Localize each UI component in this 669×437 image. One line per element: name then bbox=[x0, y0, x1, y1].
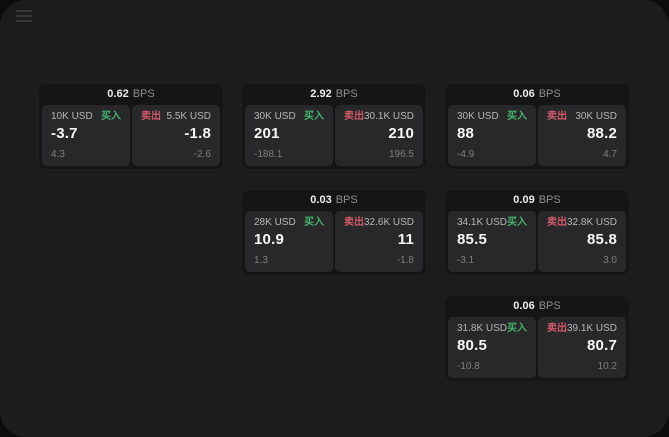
menu-bar bbox=[16, 15, 32, 17]
sell-side-label: 卖出 bbox=[547, 217, 567, 228]
bps-unit-label: BPS bbox=[335, 88, 358, 100]
buy-amount: 28K USD bbox=[254, 217, 296, 228]
menu-bar bbox=[16, 10, 32, 12]
card-header: 0.03 BPS bbox=[242, 190, 426, 211]
menu-bar bbox=[16, 20, 32, 22]
quote-card: 0.62 BPS 10K USD 买入 -3.7 4.3 卖出 5.5K USD… bbox=[38, 83, 224, 170]
sell-delta: 3.0 bbox=[603, 255, 617, 266]
buy-panel[interactable]: 30K USD 买入 88 -4.9 bbox=[448, 105, 536, 166]
buy-price: 80.5 bbox=[457, 337, 487, 354]
quote-panels: 34.1K USD 买入 85.5 -3.1 卖出 32.8K USD 85.8… bbox=[445, 211, 629, 275]
buy-price: -3.7 bbox=[51, 125, 78, 142]
sell-delta: -1.8 bbox=[396, 255, 414, 266]
card-header: 2.92 BPS bbox=[242, 84, 426, 105]
card-header: 0.06 BPS bbox=[445, 84, 629, 105]
buy-amount: 34.1K USD bbox=[457, 217, 508, 228]
buy-side-label: 买入 bbox=[507, 111, 527, 122]
sell-panel[interactable]: 卖出 32.6K USD 11 -1.8 bbox=[335, 211, 423, 272]
sell-delta: 10.2 bbox=[597, 361, 617, 372]
sell-amount: 32.6K USD bbox=[364, 217, 415, 228]
sell-price: 210 bbox=[388, 125, 414, 142]
sell-price: -1.8 bbox=[184, 125, 211, 142]
buy-side-label: 买入 bbox=[101, 111, 121, 122]
bps-unit-label: BPS bbox=[538, 300, 561, 312]
sell-delta: -2.6 bbox=[193, 149, 211, 160]
buy-price: 85.5 bbox=[457, 231, 487, 248]
quote-panels: 30K USD 买入 88 -4.9 卖出 30K USD 88.2 4.7 bbox=[445, 105, 629, 169]
buy-price: 201 bbox=[254, 125, 280, 142]
buy-panel[interactable]: 31.8K USD 买入 80.5 -10.8 bbox=[448, 317, 536, 378]
quote-card: 0.06 BPS 31.8K USD 买入 80.5 -10.8 卖出 39.1… bbox=[444, 295, 630, 382]
buy-delta: -188.1 bbox=[254, 149, 283, 160]
sell-price: 11 bbox=[397, 231, 414, 248]
sell-amount: 39.1K USD bbox=[567, 323, 618, 334]
quote-card: 0.09 BPS 34.1K USD 买入 85.5 -3.1 卖出 32.8K… bbox=[444, 189, 630, 276]
buy-panel[interactable]: 34.1K USD 买入 85.5 -3.1 bbox=[448, 211, 536, 272]
bps-value: 0.06 bbox=[513, 300, 535, 312]
bps-unit-label: BPS bbox=[538, 88, 561, 100]
sell-amount: 32.8K USD bbox=[567, 217, 618, 228]
sell-panel[interactable]: 卖出 39.1K USD 80.7 10.2 bbox=[538, 317, 626, 378]
buy-amount: 30K USD bbox=[457, 111, 499, 122]
sell-amount: 5.5K USD bbox=[166, 111, 211, 122]
sell-amount: 30.1K USD bbox=[364, 111, 415, 122]
buy-side-label: 买入 bbox=[507, 323, 528, 334]
buy-delta: 1.3 bbox=[254, 255, 268, 266]
card-header: 0.09 BPS bbox=[445, 190, 629, 211]
buy-amount: 30K USD bbox=[254, 111, 296, 122]
sell-delta: 4.7 bbox=[603, 149, 617, 160]
bps-value: 0.09 bbox=[513, 194, 535, 206]
buy-panel[interactable]: 30K USD 买入 201 -188.1 bbox=[245, 105, 333, 166]
bps-unit-label: BPS bbox=[132, 88, 155, 100]
bps-value: 2.92 bbox=[310, 88, 332, 100]
sell-side-label: 卖出 bbox=[344, 217, 364, 228]
card-header: 0.62 BPS bbox=[39, 84, 223, 105]
buy-side-label: 买入 bbox=[304, 111, 324, 122]
buy-price: 88 bbox=[457, 125, 475, 142]
sell-side-label: 卖出 bbox=[141, 111, 161, 122]
sell-price: 85.8 bbox=[587, 231, 617, 248]
quote-card: 0.06 BPS 30K USD 买入 88 -4.9 卖出 30K USD 8… bbox=[444, 83, 630, 170]
sell-panel[interactable]: 卖出 30.1K USD 210 196.5 bbox=[335, 105, 423, 166]
sell-amount: 30K USD bbox=[575, 111, 617, 122]
buy-price: 10.9 bbox=[254, 231, 284, 248]
quote-panels: 31.8K USD 买入 80.5 -10.8 卖出 39.1K USD 80.… bbox=[445, 317, 629, 381]
buy-delta: -4.9 bbox=[457, 149, 475, 160]
buy-delta: -3.1 bbox=[457, 255, 475, 266]
card-header: 0.06 BPS bbox=[445, 296, 629, 317]
buy-panel[interactable]: 28K USD 买入 10.9 1.3 bbox=[245, 211, 333, 272]
buy-panel[interactable]: 10K USD 买入 -3.7 4.3 bbox=[42, 105, 130, 166]
bps-value: 0.06 bbox=[513, 88, 535, 100]
quote-card: 0.03 BPS 28K USD 买入 10.9 1.3 卖出 32.6K US… bbox=[241, 189, 427, 276]
bps-unit-label: BPS bbox=[538, 194, 561, 206]
quote-panels: 30K USD 买入 201 -188.1 卖出 30.1K USD 210 1… bbox=[242, 105, 426, 169]
bps-value: 0.03 bbox=[310, 194, 332, 206]
buy-amount: 10K USD bbox=[51, 111, 93, 122]
quote-panels: 10K USD 买入 -3.7 4.3 卖出 5.5K USD -1.8 -2.… bbox=[39, 105, 223, 169]
sell-panel[interactable]: 卖出 5.5K USD -1.8 -2.6 bbox=[132, 105, 220, 166]
quote-card: 2.92 BPS 30K USD 买入 201 -188.1 卖出 30.1K … bbox=[241, 83, 427, 170]
buy-delta: -10.8 bbox=[457, 361, 480, 372]
sell-side-label: 卖出 bbox=[547, 111, 567, 122]
bps-value: 0.62 bbox=[107, 88, 129, 100]
buy-side-label: 买入 bbox=[304, 217, 324, 228]
buy-side-label: 买入 bbox=[507, 217, 528, 228]
sell-side-label: 卖出 bbox=[547, 323, 567, 334]
buy-amount: 31.8K USD bbox=[457, 323, 508, 334]
sell-panel[interactable]: 卖出 30K USD 88.2 4.7 bbox=[538, 105, 626, 166]
buy-delta: 4.3 bbox=[51, 149, 65, 160]
sell-delta: 196.5 bbox=[388, 149, 414, 160]
sell-panel[interactable]: 卖出 32.8K USD 85.8 3.0 bbox=[538, 211, 626, 272]
sell-price: 88.2 bbox=[587, 125, 617, 142]
quote-panels: 28K USD 买入 10.9 1.3 卖出 32.6K USD 11 -1.8 bbox=[242, 211, 426, 275]
bps-unit-label: BPS bbox=[335, 194, 358, 206]
sell-side-label: 卖出 bbox=[344, 111, 364, 122]
hamburger-menu-icon[interactable] bbox=[16, 10, 32, 22]
quote-cards-grid: 0.62 BPS 10K USD 买入 -3.7 4.3 卖出 5.5K USD… bbox=[38, 83, 630, 382]
sell-price: 80.7 bbox=[587, 337, 617, 354]
